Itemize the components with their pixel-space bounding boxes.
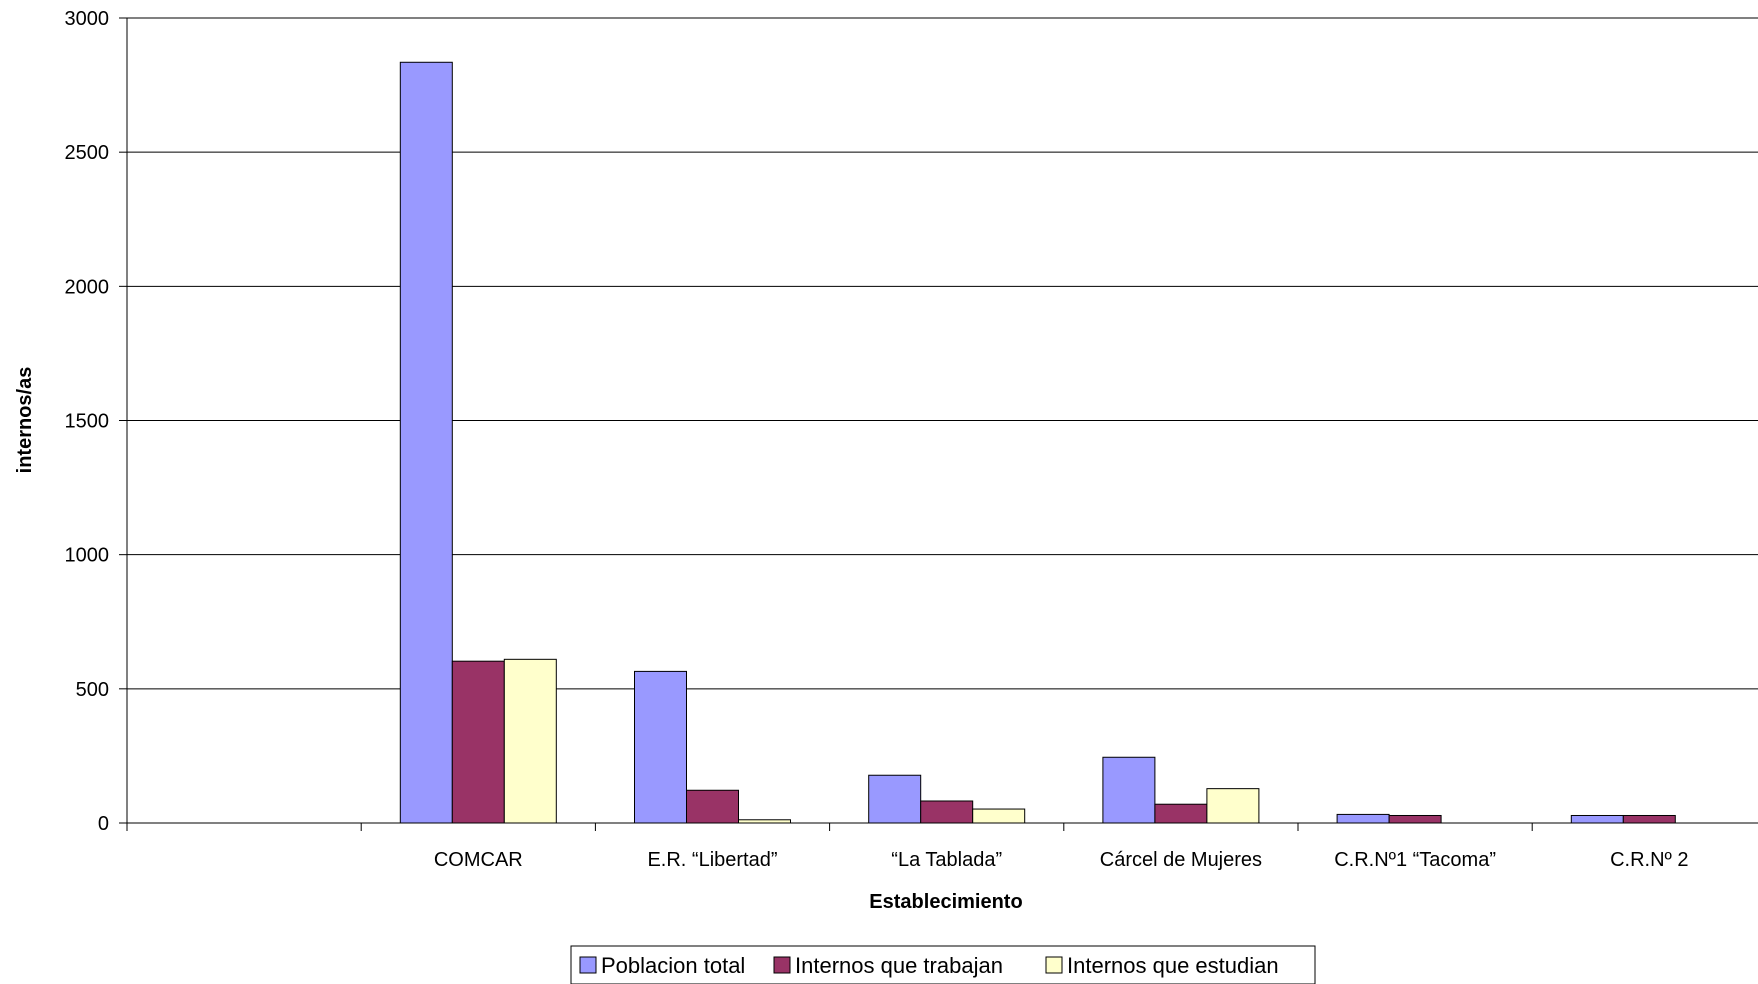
bar bbox=[868, 774, 922, 824]
bar bbox=[503, 658, 557, 824]
bar bbox=[1206, 788, 1260, 824]
legend-swatch bbox=[1045, 956, 1063, 974]
bar bbox=[920, 800, 974, 824]
legend-box bbox=[570, 945, 1316, 984]
bar bbox=[1336, 813, 1390, 824]
legend-label: Internos que estudian bbox=[1067, 953, 1279, 978]
bar bbox=[972, 808, 1026, 824]
legend-swatch bbox=[773, 956, 791, 974]
x-tick-label: E.R. “Libertad” bbox=[647, 849, 777, 871]
y-tick-labels: 0 500 1000 1500 2000 2500 3000 bbox=[65, 8, 110, 835]
bars bbox=[399, 61, 1676, 824]
x-tick-labels: COMCAR E.R. “Libertad” “La Tablada” Cárcel … bbox=[434, 849, 1689, 871]
x-tick-label: C.R.Nº1 “Tacoma” bbox=[1334, 849, 1496, 871]
y-tick-label: 1000 bbox=[65, 545, 110, 567]
bar bbox=[634, 670, 687, 824]
bar bbox=[1388, 814, 1442, 824]
legend: Poblacion total Internos que trabajan Inte… bbox=[570, 945, 1316, 984]
y-axis-title: internos/as bbox=[14, 367, 36, 474]
bar bbox=[399, 61, 453, 824]
legend-label: Internos que trabajan bbox=[795, 953, 1003, 978]
x-axis-title: Establecimiento bbox=[869, 891, 1022, 913]
gridlines bbox=[127, 17, 1758, 690]
bar bbox=[1102, 756, 1156, 824]
y-tick-label: 2500 bbox=[65, 142, 110, 164]
axes bbox=[119, 17, 1758, 831]
legend-label: Poblacion total bbox=[601, 953, 745, 978]
bar bbox=[686, 789, 739, 824]
bar bbox=[1570, 814, 1624, 824]
bar bbox=[1154, 803, 1208, 824]
x-tick-label: Cárcel de Mujeres bbox=[1100, 849, 1262, 871]
y-tick-label: 1500 bbox=[65, 411, 110, 433]
y-tick-label: 3000 bbox=[65, 8, 110, 30]
x-tick-label: COMCAR bbox=[434, 849, 523, 871]
y-tick-label: 2000 bbox=[65, 276, 110, 298]
y-tick-label: 0 bbox=[98, 813, 109, 835]
bar bbox=[1622, 814, 1676, 824]
bar bbox=[451, 660, 505, 824]
x-tick-label: C.R.Nº 2 bbox=[1610, 849, 1688, 871]
y-tick-label: 500 bbox=[76, 679, 109, 701]
legend-swatch bbox=[579, 956, 597, 974]
x-tick-label: “La Tablada” bbox=[891, 849, 1002, 871]
